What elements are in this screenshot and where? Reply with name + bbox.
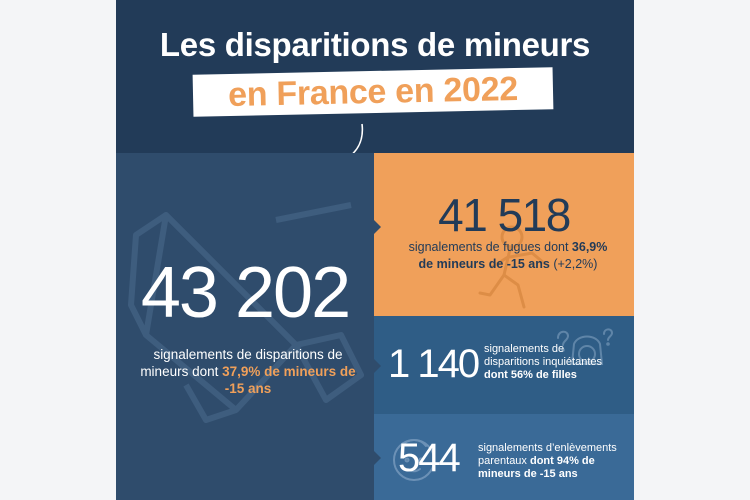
main-stat-number: 43 202 xyxy=(140,253,351,333)
main-stat-panel xyxy=(116,153,374,500)
enlevements-description: signalements d’enlèvements parentaux don… xyxy=(478,442,628,481)
question-child-icon xyxy=(557,328,614,365)
main-stat-text: signalements de disparitions de mineurs … xyxy=(140,347,343,379)
title-line-2: en France en 2022 xyxy=(227,69,519,115)
pointer-inquietantes xyxy=(374,359,381,373)
enlevements-panel: 544 signalements d’enlèvements parentaux… xyxy=(374,414,634,500)
enlevements-highlight: dont 94% de mineurs de -15 ans xyxy=(478,455,595,480)
fugues-description: signalements de fugues dont 36,9% de min… xyxy=(388,239,628,273)
fugues-text: signalements de fugues dont xyxy=(408,240,572,254)
running-child-icon xyxy=(478,225,546,309)
enlevements-number: 544 xyxy=(398,436,461,480)
inquietantes-text: signalements de disparitions inquiétante… xyxy=(484,343,603,368)
child-face-icon xyxy=(393,439,435,481)
header: Les disparitions de mineurs en France en… xyxy=(116,0,634,165)
fugues-panel: 41 518 signalements de fugues dont 36,9%… xyxy=(374,153,634,316)
inquietantes-number: 1 140 xyxy=(388,342,480,386)
infographic-card: Les disparitions de mineurs en France en… xyxy=(116,0,634,500)
fugues-highlight-percent: 36,9% xyxy=(571,240,608,254)
inquietantes-panel: 1 140 signalements de disparitions inqui… xyxy=(374,316,634,414)
enlevements-text: signalements d’enlèvements parentaux xyxy=(478,442,617,467)
fugues-highlight-age: de mineurs de -15 ans xyxy=(418,257,550,271)
title-line-1: Les disparitions de mineurs xyxy=(159,26,591,63)
main-stat-description: signalements de disparitions de mineurs … xyxy=(136,346,360,397)
fugues-number: 41 518 xyxy=(438,189,571,241)
megaphone-icon xyxy=(128,202,364,423)
inquietantes-highlight: dont 56% de filles xyxy=(484,369,577,381)
main-stat-highlight: 37,9% de mineurs de -15 ans xyxy=(222,364,356,396)
pointer-fugues xyxy=(374,220,381,234)
title-highlight-banner: en France en 2022 xyxy=(192,67,554,117)
fugues-change: (+2,2%) xyxy=(549,257,598,271)
pointer-enlevements xyxy=(374,451,381,465)
inquietantes-description: signalements de disparitions inquiétante… xyxy=(484,343,620,382)
